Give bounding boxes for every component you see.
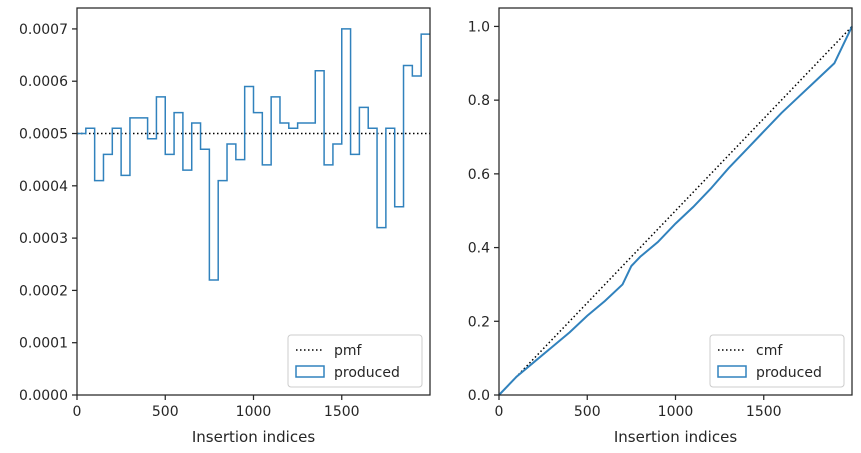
produced-cumulative-line (498, 25, 853, 396)
x-tick-label: 1000 (236, 404, 272, 420)
left-chart: 0 500 1000 1500 0.00000.00010.00020.00030.0… (19, 7, 431, 446)
y-tick-label: 0.0001 (19, 336, 68, 352)
right-x-ticks: 0 500 1000 1500 (495, 395, 782, 420)
left-legend-produced-swatch (295, 365, 325, 378)
y-tick-label: 0.0004 (19, 179, 68, 195)
y-tick-label: 0.0 (468, 388, 490, 404)
y-tick-label: 0.6 (468, 167, 490, 183)
left-x-ticks: 0 500 1000 1500 (73, 395, 360, 420)
left-legend-box (287, 334, 423, 388)
left-legend-pmf-label: pmf (334, 343, 363, 359)
x-tick-label: 0 (73, 404, 82, 420)
x-tick-label: 500 (152, 404, 179, 420)
right-x-axis-title: Insertion indices (614, 428, 737, 446)
x-tick-label: 500 (574, 404, 601, 420)
x-tick-label: 1500 (746, 404, 782, 420)
y-tick-label: 0.0002 (19, 283, 68, 299)
left-legend-produced-label: produced (334, 365, 400, 381)
y-tick-label: 0.4 (468, 241, 490, 257)
y-tick-label: 0.8 (468, 93, 490, 109)
y-tick-label: 0.0006 (19, 74, 68, 90)
x-tick-label: 1500 (324, 404, 360, 420)
cmf-reference-line (498, 25, 853, 396)
right-legend-cmf-label: cmf (756, 343, 783, 359)
x-tick-label: 1000 (658, 404, 694, 420)
left-legend: pmf produced (287, 334, 423, 388)
right-legend-produced-label: produced (756, 365, 822, 381)
right-legend: cmf produced (709, 334, 845, 388)
y-tick-label: 0.0000 (19, 388, 68, 404)
right-legend-box (709, 334, 845, 388)
right-legend-produced-swatch (717, 365, 747, 378)
x-tick-label: 0 (495, 404, 504, 420)
y-tick-label: 0.2 (468, 314, 490, 330)
y-tick-label: 0.0005 (19, 127, 68, 143)
y-tick-label: 0.0007 (19, 22, 68, 38)
right-chart: 0 500 1000 1500 0.0 0.2 0.4 0.6 0.8 1.0 Insertio… (468, 7, 853, 446)
right-y-ticks: 0.0 0.2 0.4 0.6 0.8 1.0 (468, 19, 499, 404)
left-y-ticks: 0.0000 0.0001 0.0002 0.0003 0.0004 0.0005 0.00… (19, 22, 77, 404)
produced-step-line (77, 28, 430, 281)
left-x-axis-title: Insertion indices (192, 428, 315, 446)
y-tick-label: 1.0 (468, 19, 490, 35)
y-tick-label: 0.0003 (19, 231, 68, 247)
